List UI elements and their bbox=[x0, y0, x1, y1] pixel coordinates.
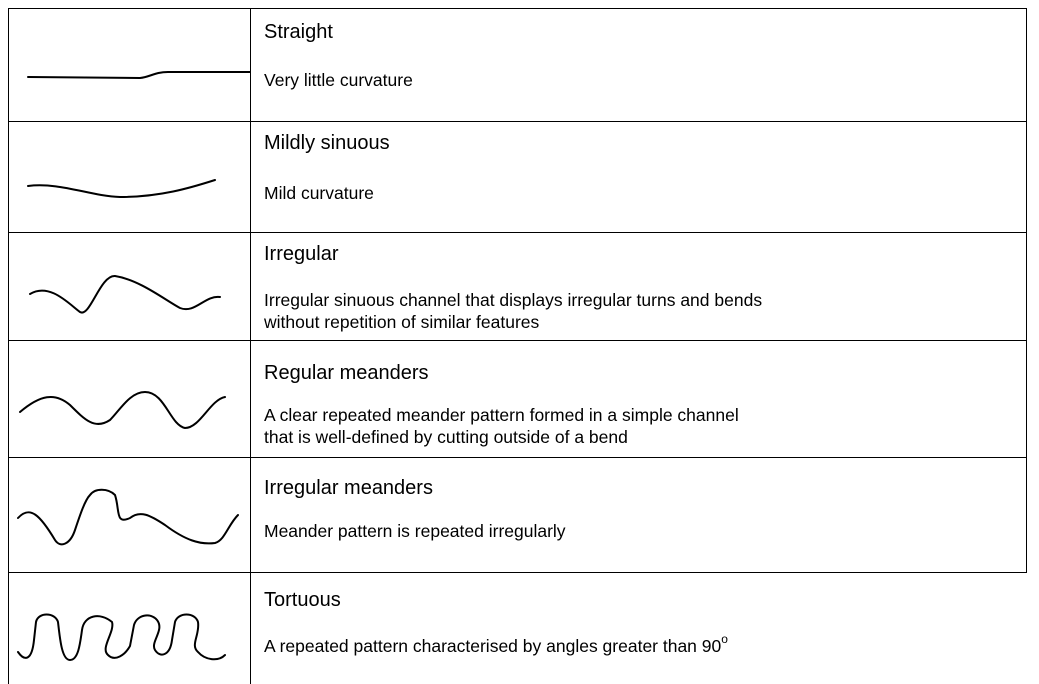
row-title: Regular meanders bbox=[264, 362, 429, 384]
irregular-sketch bbox=[29, 274, 221, 314]
irregular-meanders-sketch bbox=[17, 488, 239, 546]
mildly-sinuous-sketch bbox=[27, 179, 216, 198]
row-description: Mild curvature bbox=[264, 183, 374, 203]
row-description: Irregular sinuous channel that displays … bbox=[264, 290, 763, 310]
row-title: Irregular bbox=[264, 243, 339, 265]
row-description: A clear repeated meander pattern formed … bbox=[264, 405, 739, 425]
row-description: Very little curvature bbox=[264, 70, 413, 90]
row-title: Tortuous bbox=[264, 589, 341, 611]
description-text: A repeated pattern characterised by angl… bbox=[264, 636, 722, 656]
row-description: that is well-defined by cutting outside … bbox=[264, 427, 628, 447]
row-title: Irregular meanders bbox=[264, 477, 433, 499]
row-title: Mildly sinuous bbox=[264, 132, 390, 154]
row-description: without repetition of similar features bbox=[264, 312, 540, 332]
straight-sketch bbox=[27, 71, 251, 79]
row-description: A repeated pattern characterised by angl… bbox=[264, 632, 728, 659]
row-title: Straight bbox=[264, 21, 333, 43]
tortuous-sketch bbox=[17, 613, 226, 661]
regular-meanders-sketch bbox=[19, 391, 226, 429]
table-borders bbox=[8, 8, 1027, 684]
superscript: o bbox=[721, 632, 728, 646]
row-description: Meander pattern is repeated irregularly bbox=[264, 521, 566, 541]
